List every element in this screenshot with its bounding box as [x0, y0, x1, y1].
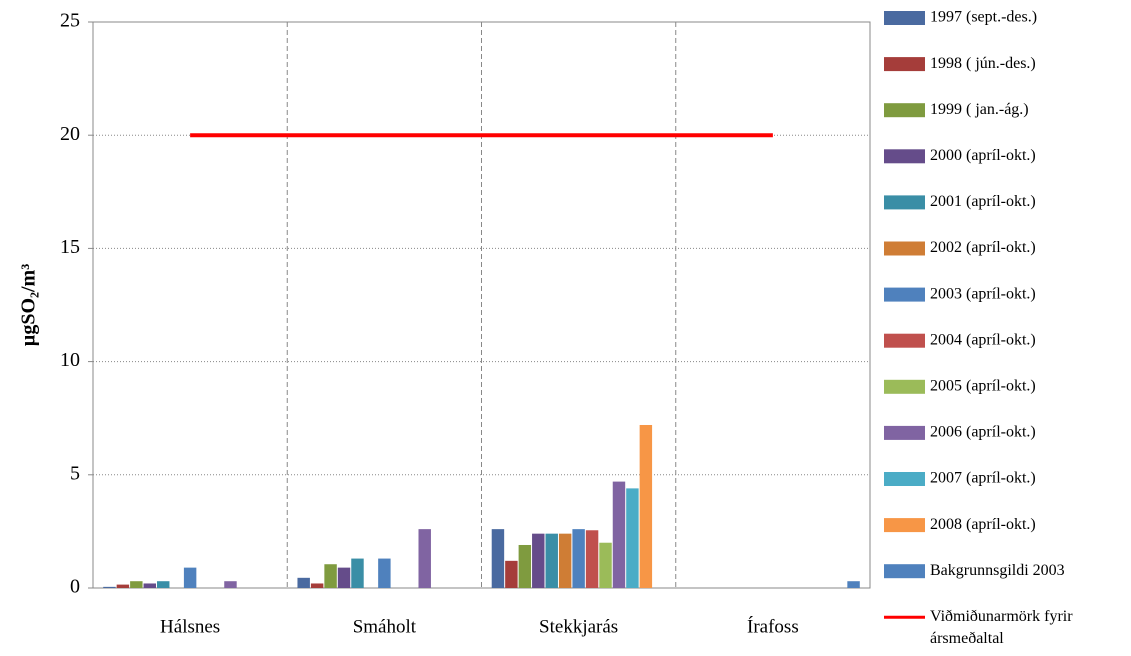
legend-label: 2000 (apríl-okt.) [930, 147, 1036, 164]
legend-label: Viðmiðunarmörk fyrir ársmeðaltal [930, 608, 1073, 648]
y-axis-label: µgSO₂/m³ [18, 264, 40, 346]
bar [847, 581, 860, 588]
x-tick-label: Hálsnes [160, 616, 220, 637]
bar [351, 558, 364, 588]
legend-label: 2006 (apríl-okt.) [930, 424, 1036, 441]
bar [324, 564, 337, 588]
y-tick-label: 20 [60, 123, 80, 145]
y-tick-label: 25 [60, 10, 80, 32]
legend-label: 2008 (apríl-okt.) [930, 516, 1036, 533]
legend-label: 1999 ( jan.-ág.) [930, 101, 1029, 118]
bar [337, 567, 351, 588]
bar [558, 533, 572, 588]
bar [143, 583, 157, 588]
bar [103, 586, 116, 588]
bar [585, 530, 599, 588]
legend-label: Bakgrunnsgildi 2003 [930, 562, 1065, 579]
legend-marker [884, 287, 925, 302]
legend-marker [884, 425, 925, 440]
legend-marker [884, 149, 925, 164]
legend-marker [884, 11, 925, 25]
legend-marker [884, 57, 925, 72]
legend-label: 1997 (sept.-des.) [930, 9, 1037, 26]
bar [612, 481, 626, 588]
bar [157, 581, 170, 588]
bar [418, 529, 431, 588]
legend-label: 2003 (apríl-okt.) [930, 285, 1036, 302]
bar [378, 558, 391, 588]
bar [639, 424, 653, 588]
legend-label: 2001 (apríl-okt.) [930, 193, 1036, 210]
bar [130, 581, 143, 588]
bar [532, 533, 545, 588]
bar [224, 581, 237, 588]
x-tick-label: Smáholt [353, 616, 417, 637]
x-tick-label: Stekkjarás [539, 616, 618, 637]
legend-label: 2005 (apríl-okt.) [930, 377, 1036, 394]
y-tick-label: 0 [70, 576, 80, 598]
bar [116, 584, 130, 588]
legend-marker [884, 564, 925, 579]
bar [505, 560, 518, 588]
legend-label: 2007 (apríl-okt.) [930, 470, 1036, 487]
legend-marker [884, 379, 925, 394]
legend-label: 2004 (apríl-okt.) [930, 331, 1036, 348]
bar [310, 583, 324, 588]
bar [545, 533, 558, 588]
bar [297, 577, 310, 588]
legend-marker [884, 241, 925, 256]
bar [626, 488, 639, 588]
legend-marker [884, 472, 925, 486]
legend-marker [884, 103, 925, 118]
legend-marker [884, 195, 925, 210]
legend-marker [884, 333, 925, 348]
bar [491, 529, 505, 588]
bar [572, 529, 585, 588]
plot-border [92, 21, 871, 589]
x-tick-label: Írafoss [747, 615, 799, 637]
legend-label: 1998 ( jún.-des.) [930, 55, 1036, 72]
bar [518, 544, 532, 588]
bar [183, 567, 197, 588]
legend-marker [884, 518, 925, 533]
y-tick-label: 10 [60, 349, 80, 371]
bar [599, 542, 612, 588]
y-tick-label: 5 [70, 462, 80, 484]
y-tick-label: 15 [60, 236, 80, 258]
legend-label: 2002 (apríl-okt.) [930, 239, 1036, 256]
